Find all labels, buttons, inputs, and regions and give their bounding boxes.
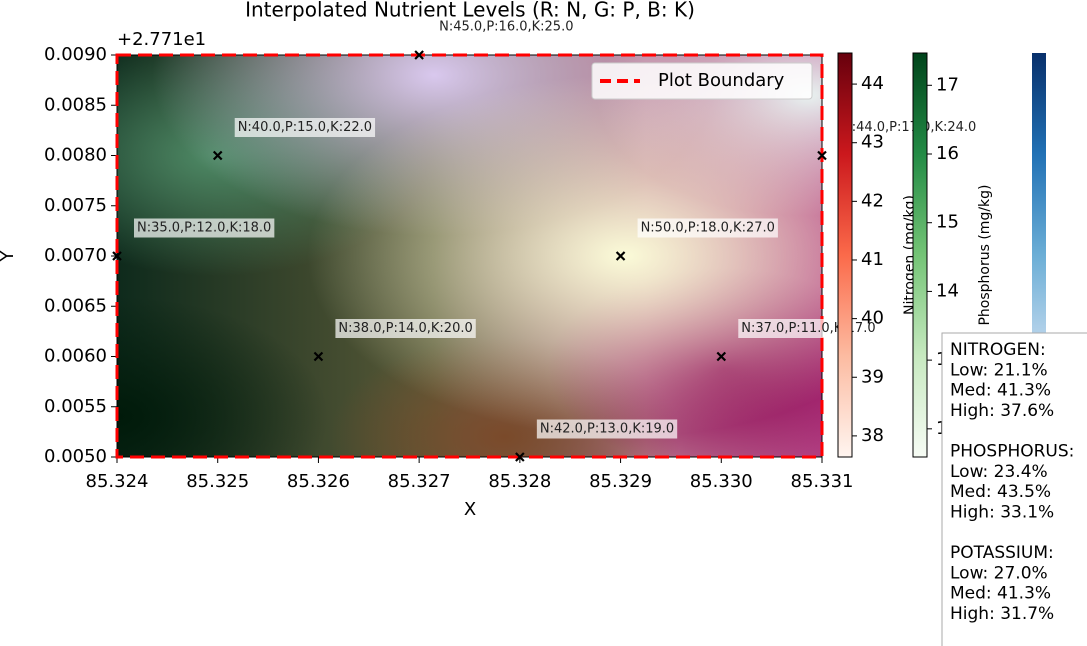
summary-line: POTASSIUM:	[950, 543, 1054, 563]
colorbar	[837, 52, 853, 458]
colorbar	[912, 52, 928, 458]
x-tick-label: 85.331	[791, 471, 854, 492]
point-label: N:37.0,P:11.0,K:17.0	[741, 321, 875, 336]
y-tick-label: 0.0050	[44, 446, 107, 467]
colorbar-tick-label: 38	[861, 425, 884, 446]
point-label-bg	[637, 218, 778, 238]
point-marker	[515, 452, 525, 462]
colorbar-tick-label: 40	[861, 308, 884, 329]
colorbar-label: Phosphorus (mg/kg)	[977, 184, 993, 325]
point-label: N:38.0,P:14.0,K:20.0	[338, 321, 472, 336]
y-tick-label: 0.0065	[44, 295, 107, 316]
point-marker	[212, 150, 223, 161]
point-marker	[817, 150, 827, 161]
summary-line: Low: 27.0%	[950, 563, 1048, 583]
marker-x	[615, 251, 626, 261]
summary-line: NITROGEN:	[950, 340, 1046, 360]
y-tick-label: 0.0075	[44, 195, 107, 216]
summary-box	[941, 332, 1087, 646]
marker-x	[515, 452, 525, 462]
colorbar-tick-label: 43	[861, 132, 884, 153]
x-tick-label: 85.327	[388, 471, 451, 492]
point-label-bg	[335, 319, 476, 338]
colorbar-tick-label: 41	[861, 249, 884, 270]
y-tick-label: 0.0055	[44, 396, 107, 417]
plot-boundary	[115, 53, 824, 459]
marker-x	[112, 251, 122, 261]
summary-line: Med: 41.3%	[950, 584, 1051, 604]
summary-line: High: 31.7%	[950, 604, 1054, 624]
colorbar-tick-label: 42	[861, 190, 884, 211]
colorbar-tick-label: 17	[936, 74, 959, 95]
y-offset: +2.771e1	[117, 29, 206, 50]
point-label-bg	[134, 218, 275, 238]
marker-x	[313, 351, 324, 362]
summary-line: High: 33.1%	[950, 502, 1054, 522]
point-marker	[112, 251, 122, 261]
y-tick-label: 0.0085	[44, 94, 107, 115]
chart-title: Interpolated Nutrient Levels (R: N, G: P…	[245, 0, 695, 22]
colorbar-tick-label: 14	[936, 280, 959, 301]
marker-x	[414, 50, 424, 60]
point-label: N:35.0,P:12.0,K:18.0	[137, 221, 271, 236]
legend-box	[591, 62, 813, 100]
summary-line: Low: 23.4%	[950, 462, 1048, 482]
y-axis-label: Y	[0, 250, 18, 263]
summary-line: Med: 41.3%	[950, 381, 1051, 401]
colorbar-tick-label: 44	[861, 73, 884, 94]
point-label-bg	[536, 419, 678, 439]
legend-label: Plot Boundary	[658, 70, 785, 91]
summary-line: High: 37.6%	[950, 401, 1054, 421]
y-tick-label: 0.0070	[44, 245, 107, 266]
y-tick-label: 0.0060	[44, 346, 107, 367]
x-tick-label: 85.324	[86, 471, 149, 492]
summary-line: Med: 43.5%	[950, 482, 1051, 502]
summary-line: Low: 21.1%	[950, 360, 1048, 380]
point-label: N:45.0,P:16.0,K:25.0	[439, 20, 573, 35]
y-tick-label: 0.0080	[44, 145, 107, 166]
point-label: N:50.0,P:18.0,K:27.0	[641, 221, 775, 236]
marker-x	[817, 150, 827, 161]
summary-line: PHOSPHORUS:	[950, 442, 1074, 462]
x-tick-label: 85.329	[589, 471, 652, 492]
point-marker	[313, 351, 324, 362]
colorbar-tick-label: 39	[861, 366, 884, 387]
x-tick-label: 85.330	[690, 471, 753, 492]
point-marker	[716, 351, 727, 362]
point-marker	[615, 251, 626, 261]
x-tick-label: 85.328	[488, 471, 551, 492]
point-label: N:42.0,P:13.0,K:19.0	[540, 422, 674, 437]
point-label-bg	[839, 118, 980, 137]
x-tick-label: 85.326	[287, 471, 350, 492]
marker-x	[212, 150, 223, 161]
point-label-bg	[234, 118, 376, 137]
point-label: N:44.0,P:17.0,K:24.0	[842, 120, 976, 135]
colorbar-tick-label: 15	[936, 212, 959, 233]
colorbar-tick-label: 16	[936, 143, 959, 164]
marker-x	[716, 351, 727, 362]
point-label: N:40.0,P:15.0,K:22.0	[238, 120, 372, 135]
x-axis-label: X	[464, 499, 476, 520]
x-tick-label: 85.325	[186, 471, 249, 492]
heatmap	[117, 55, 822, 457]
point-marker	[414, 50, 424, 60]
y-tick-label: 0.0090	[44, 44, 107, 65]
